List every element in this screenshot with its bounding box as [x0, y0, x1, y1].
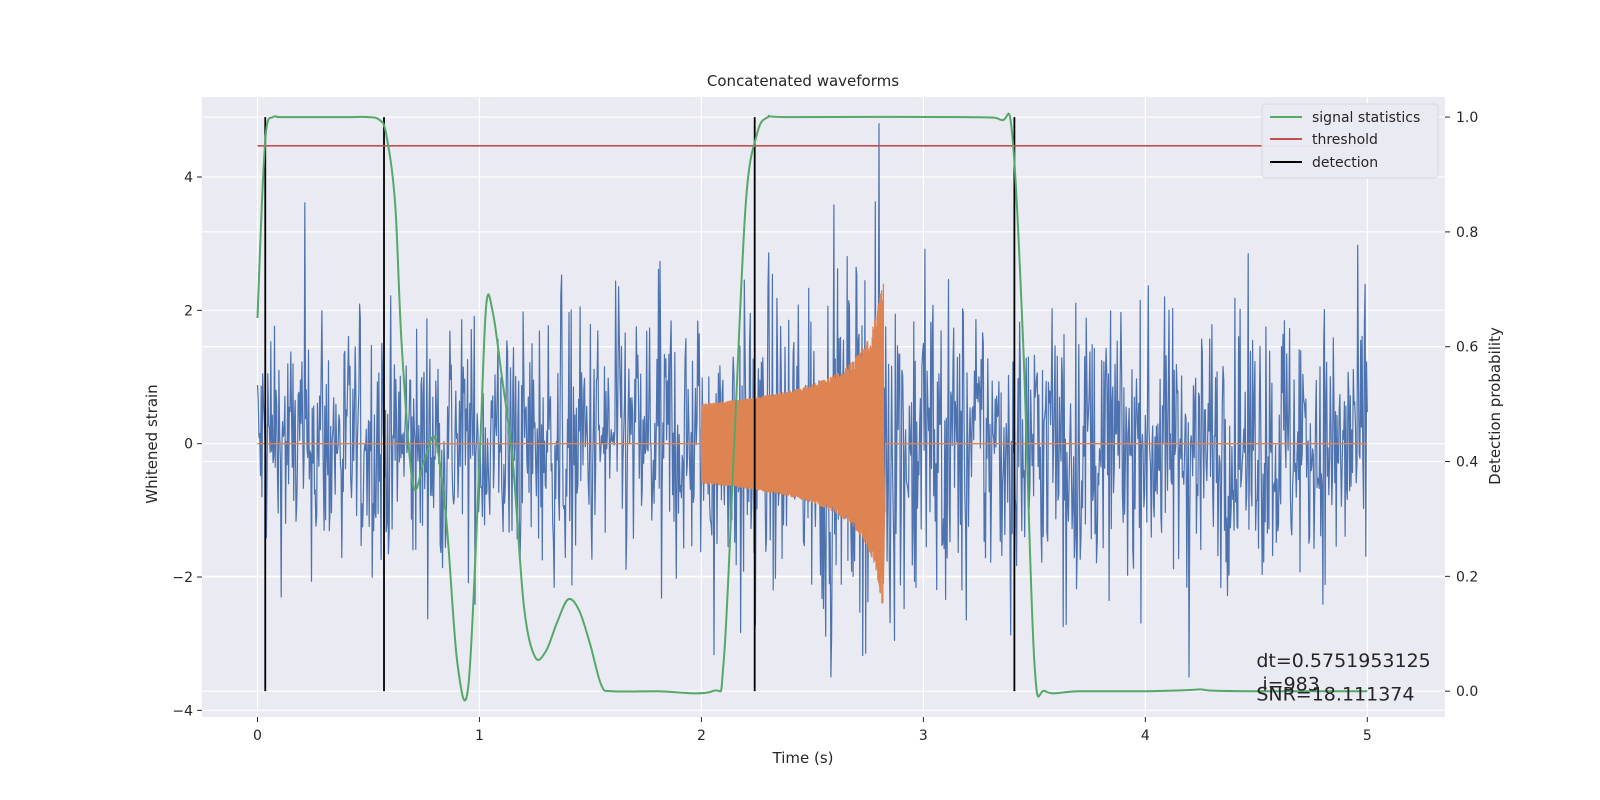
axis-ticks: 0 1 2 3 4 5 −4 −2 0 2 4 0.0 0.2 0.4 0.6 0.8 1.0	[172, 110, 1478, 744]
detection-lines	[264, 117, 1016, 692]
y2-tick-label: 0.0	[1456, 684, 1478, 700]
y-tick-label: 2	[184, 303, 193, 319]
y2-tick-label: 0.2	[1456, 569, 1478, 585]
annotation-text-group: dt=0.5751953125 i=983 SNR=18.111374	[1256, 650, 1430, 705]
x-tick-label: 1	[475, 728, 484, 744]
y2-tick-label: 1.0	[1456, 110, 1478, 126]
y2-tick-label: 0.8	[1456, 225, 1478, 241]
legend-label-detection: detection	[1312, 155, 1378, 171]
legend: signal statistics threshold detection	[1261, 103, 1439, 179]
x-tick-label: 2	[697, 728, 706, 744]
statistics-line	[256, 112, 1368, 702]
y2-tick-label: 0.6	[1456, 340, 1478, 356]
legend-label-threshold: threshold	[1312, 132, 1378, 148]
legend-label-signal-statistics: signal statistics	[1312, 110, 1420, 126]
y-axis-label: Whitened strain	[143, 384, 161, 503]
x-tick-label: 0	[253, 728, 262, 744]
x-tick-label: 4	[1141, 728, 1150, 744]
statistics-series	[256, 112, 1368, 702]
x-tick-label: 3	[919, 728, 928, 744]
y-tick-label: −2	[172, 570, 193, 586]
y-tick-label: −4	[172, 703, 193, 719]
x-axis-label: Time (s)	[772, 749, 834, 767]
y2-axis-label: Detection probability	[1486, 327, 1504, 485]
y-tick-label: 0	[184, 437, 193, 453]
legend-box	[1261, 103, 1439, 179]
y-tick-label: 4	[184, 170, 193, 186]
annotation-snr: SNR=18.111374	[1256, 683, 1414, 705]
annotation-dt: dt=0.5751953125	[1256, 650, 1430, 672]
annotation-index: i=983	[1256, 673, 1320, 695]
x-tick-label: 5	[1363, 728, 1372, 744]
chart-title: Concatenated waveforms	[707, 72, 899, 90]
y2-tick-label: 0.4	[1456, 455, 1478, 471]
